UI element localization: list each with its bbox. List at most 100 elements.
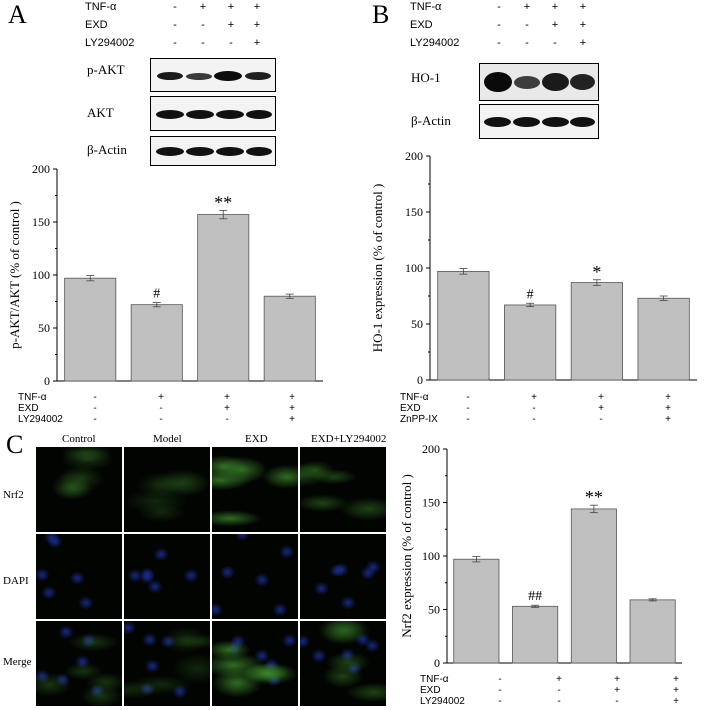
chart-a-xcond-val: - (159, 403, 163, 414)
blot-b-val: + (551, 1, 559, 13)
chart-c-xcond-val: + (673, 696, 679, 707)
blot-b-val: + (523, 1, 531, 13)
chart-a-xcond-val: - (93, 403, 97, 414)
chart-b-bar (637, 297, 690, 381)
blot-a-val: + (227, 1, 235, 13)
micro-row-label: DAPI (3, 575, 29, 587)
chart-b-xcond-val: + (598, 392, 604, 403)
micro-image-nrf2 (36, 447, 122, 532)
chart-c-xcond-val: - (498, 674, 502, 685)
blot-a-val: + (199, 1, 207, 13)
micro-image-nrf2 (300, 447, 386, 532)
chart-a-ytick-label: 150 (32, 215, 50, 229)
chart-a-xcond-label: TNF-α (18, 392, 47, 403)
chart-b-xcond-val: + (531, 392, 537, 403)
chart-b-xcond-val: - (466, 414, 470, 425)
blot-a-header-label-0: TNF-α (85, 1, 117, 13)
chart-b-xcond-val: - (466, 403, 470, 414)
blot-a-val: - (173, 37, 177, 49)
chart-c-xcond-val: - (557, 696, 561, 707)
chart-b-xcond-val: + (665, 403, 671, 414)
micro-col-label: EXD (245, 433, 268, 445)
blot-a-header-label-2: LY294002 (85, 37, 135, 49)
blot-b-val: - (497, 19, 501, 31)
chart-a-bar (263, 295, 316, 382)
blot-a-actin-image (150, 136, 276, 166)
micro-image-nrf2 (124, 447, 210, 532)
blot-a-val: + (227, 19, 235, 31)
chart-c-bar (453, 558, 500, 664)
chart-b-xcond-val: + (598, 403, 604, 414)
micro-image-merge (36, 621, 122, 706)
chart-b-ytick-label: 50 (411, 317, 423, 331)
blot-a-val: + (253, 19, 261, 31)
chart-c-annotation: ** (585, 487, 603, 507)
chart-a-ytick-label: 50 (38, 321, 50, 335)
chart-a-bar (197, 214, 250, 382)
micro-image-dapi (212, 534, 298, 619)
chart-c-ytick-label: 50 (428, 603, 440, 617)
micro-col-label: Model (153, 433, 182, 445)
blot-b-val: - (525, 19, 529, 31)
micro-row-label: Merge (3, 656, 32, 668)
blot-a-akt-image (150, 96, 276, 131)
chart-b-xcond-val: - (466, 392, 470, 403)
chart-c-xcond-val: - (498, 685, 502, 696)
chart-b-ytick-label: 150 (405, 205, 423, 219)
micro-image-merge (300, 621, 386, 706)
chart-b-xcond-val: - (599, 414, 603, 425)
chart-a-xcond-val: + (289, 403, 295, 414)
blot-a-pakt-image (150, 58, 276, 92)
micro-image-dapi (124, 534, 210, 619)
microscopy-grid (36, 447, 388, 709)
chart-c-xcond-val: + (614, 674, 620, 685)
chart-b-xcond-val: - (532, 403, 536, 414)
chart-c-annotation: ## (528, 589, 542, 604)
blot-a-val: + (253, 37, 261, 49)
chart-a-bar (64, 277, 117, 382)
micro-image-dapi (300, 534, 386, 619)
blot-b-val: + (579, 19, 587, 31)
chart-c-xcond-val: - (498, 696, 502, 707)
chart-b-ytick-label: 0 (417, 373, 423, 387)
chart-a-ytick-label: 100 (32, 268, 50, 282)
chart-a-xcond-label: LY294002 (18, 414, 63, 425)
blot-a-val: - (201, 37, 205, 49)
blot-a-val: - (173, 19, 177, 31)
blot-b-header-label-0: TNF-α (410, 1, 442, 13)
panel-letter-b: B (372, 0, 390, 29)
chart-c-ytick-label: 100 (422, 549, 440, 563)
chart-a-xcond-val: - (159, 414, 163, 425)
chart-b-xcond-label: TNF-α (400, 392, 429, 403)
chart-b-xcond-val: - (532, 414, 536, 425)
blot-b-actin-image (479, 104, 599, 139)
chart-a-ytick-label: 200 (32, 162, 50, 176)
chart-c-xcond-label: LY294002 (420, 696, 465, 707)
chart-a-bar (130, 304, 183, 382)
chart-c-xcond-val: - (615, 696, 619, 707)
chart-b-xcond-label: EXD (400, 403, 421, 414)
micro-image-dapi (36, 534, 122, 619)
micro-col-label: Control (62, 433, 96, 445)
chart-c-ytick-label: 150 (422, 496, 440, 510)
chart-c-xcond-val: - (557, 685, 561, 696)
chart-b-ytick-label: 100 (405, 261, 423, 275)
chart-c-ytick-label: 0 (434, 656, 440, 670)
chart-b-ylabel: HO-1 expression (% of control ) (370, 184, 385, 353)
micro-image-merge (212, 621, 298, 706)
chart-c-bar (629, 599, 676, 664)
chart-b-bar (437, 270, 490, 381)
blot-a-row-label-actin: β-Actin (87, 142, 127, 157)
chart-b-bar (570, 282, 623, 381)
panel-letter-a: A (8, 0, 27, 29)
chart-c-ylabel: Nrf2 expression (% of control ) (399, 474, 414, 638)
chart-c-xcond-label: TNF-α (420, 674, 449, 685)
chart-b-bar (504, 304, 557, 381)
chart-a-ylabel: p-AKT/AKT (% of control ) (7, 201, 22, 349)
chart-c-xcond-val: + (673, 685, 679, 696)
chart-c-xcond-val: + (614, 685, 620, 696)
blot-b-val: + (579, 1, 587, 13)
blot-b-val: - (525, 37, 529, 49)
blot-b-header-label-1: EXD (410, 19, 433, 31)
blot-a-val: + (253, 1, 261, 13)
